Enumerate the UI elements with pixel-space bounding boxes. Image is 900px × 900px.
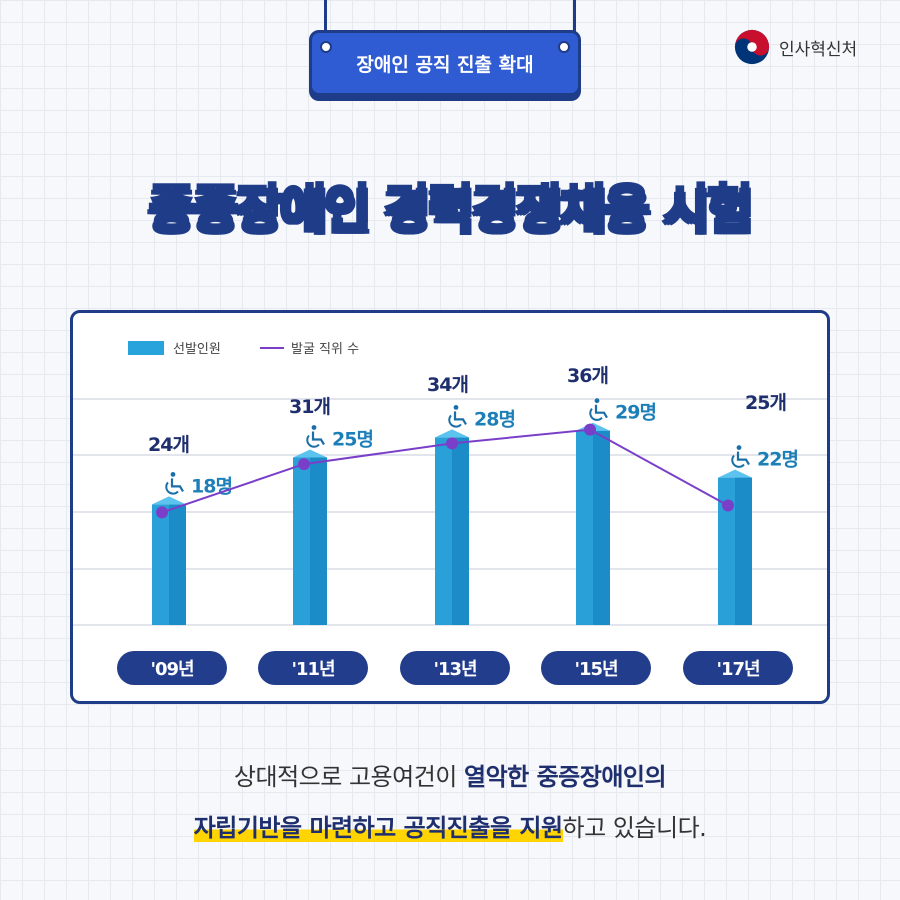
wheelchair-icon [311, 431, 325, 446]
bar-top [718, 469, 752, 478]
wheelchair-icon [594, 398, 600, 404]
x-tick-label: '17년 [716, 659, 760, 680]
caption-bold-text: 열악한 중증장애인의 [463, 763, 667, 791]
caption-line-1: 상대적으로 고용여건이 열악한 중증장애인의 [0, 757, 900, 792]
legend-bar-swatch [128, 341, 164, 355]
taegeuk-icon [734, 29, 770, 65]
x-tick-label: '11년 [291, 659, 335, 680]
bar-shade [735, 477, 752, 625]
bar-shade [310, 457, 327, 625]
bar-shade [169, 504, 186, 625]
line-point [722, 499, 734, 512]
wheelchair-icon [170, 472, 176, 477]
line-data-label: 31개 [289, 396, 330, 418]
bar-top [293, 449, 327, 458]
line-point [156, 506, 168, 519]
wheelchair-icon [448, 414, 462, 428]
wheelchair-icon [589, 408, 603, 421]
wheelchair-icon [453, 411, 467, 425]
caption-normal-text: 하고 있습니다. [562, 814, 707, 842]
category-pill [541, 651, 651, 685]
bar-data-label: 29명 [615, 402, 656, 424]
line-data-label: 36개 [567, 365, 608, 387]
x-tick-label: '09년 [150, 659, 194, 680]
line-point [446, 437, 458, 450]
x-tick-label: '13년 [433, 659, 477, 680]
line-point [298, 458, 310, 471]
topic-badge: 장애인 공직 진출 확대 [309, 30, 581, 96]
category-pill [683, 651, 793, 685]
bar-data-label: 28명 [474, 408, 515, 430]
chart: 선발인원 발굴 직위 수 18명 25명 28명 29명 22명 24개 31개 34개 36개 25… [73, 341, 827, 685]
x-tick-label: '15년 [574, 659, 618, 680]
wheelchair-icon [731, 454, 745, 468]
topic-badge-label: 장애인 공직 진출 확대 [356, 53, 534, 76]
caption-line-2: 자립기반을 마련하고 공직진출을 지원하고 있습니다. [0, 808, 900, 843]
wheelchair-icon [165, 481, 179, 495]
wheelchair-icon [170, 478, 184, 492]
bar-data-label: 18명 [191, 475, 232, 497]
bar-top [152, 496, 186, 505]
ministry-name: 인사혁신처 [779, 39, 858, 60]
bar-shade [452, 437, 469, 625]
line-data-label: 25개 [745, 392, 786, 414]
wheelchair-icon [736, 451, 750, 466]
wheelchair-icon [306, 434, 320, 448]
bar-top [435, 429, 469, 438]
category-pill [258, 651, 368, 685]
line-point [584, 423, 596, 436]
screw-icon [320, 41, 332, 53]
ministry-logo: 인사혁신처 [733, 28, 857, 66]
line-data-label: 24개 [148, 434, 189, 456]
chart-panel: 선발인원 발굴 직위 수 18명 25명 28명 29명 22명 24개 31개 34개 36개 25… [70, 310, 830, 704]
wheelchair-icon [311, 425, 317, 430]
bar-shade [593, 430, 610, 625]
bar-data-label: 22명 [757, 449, 798, 471]
bar-data-label: 25명 [332, 429, 373, 451]
screw-icon [558, 41, 570, 53]
category-pill [400, 651, 510, 685]
wheelchair-icon [453, 405, 459, 410]
badge-hanger-left [324, 0, 327, 34]
caption-normal-text: 상대적으로 고용여건이 [233, 763, 464, 791]
line-data-label: 34개 [427, 374, 468, 396]
legend-bar-label: 선발인원 [173, 342, 221, 357]
badge-hanger-right [573, 0, 576, 34]
wheelchair-icon [736, 445, 742, 450]
category-pill [117, 651, 227, 685]
legend-line-label: 발굴 직위 수 [291, 342, 359, 357]
wheelchair-icon [594, 404, 608, 419]
caption-highlight-text: 자립기반을 마련하고 공직진출을 지원 [193, 814, 563, 842]
page-title: 중증장애인 경력경쟁채용 시험 [147, 178, 755, 239]
